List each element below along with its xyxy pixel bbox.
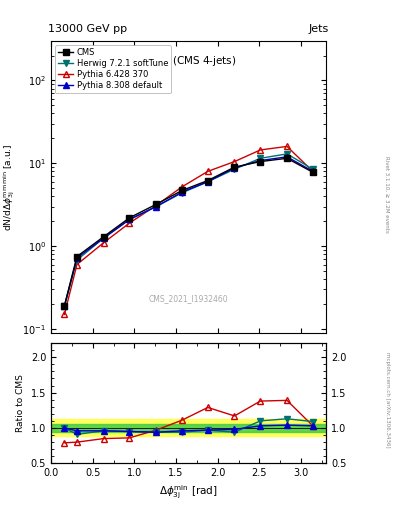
Pythia 6.428 370 <box>232 159 237 165</box>
CMS <box>154 201 158 207</box>
Pythia 8.308 default <box>206 179 210 185</box>
Herwig 7.2.1 softTune <box>232 166 237 172</box>
Pythia 8.308 default <box>180 189 184 195</box>
Herwig 7.2.1 softTune <box>75 257 79 263</box>
CMS <box>180 187 184 194</box>
Herwig 7.2.1 softTune <box>101 235 106 241</box>
Text: 13000 GeV pp: 13000 GeV pp <box>48 24 127 34</box>
Pythia 6.428 370 <box>127 220 132 226</box>
Text: Jets: Jets <box>309 24 329 34</box>
CMS <box>258 159 263 165</box>
CMS <box>285 155 289 161</box>
Pythia 6.428 370 <box>62 311 67 317</box>
Herwig 7.2.1 softTune <box>154 204 158 210</box>
Line: Pythia 8.308 default: Pythia 8.308 default <box>62 154 316 309</box>
Herwig 7.2.1 softTune <box>258 155 263 161</box>
Pythia 6.428 370 <box>258 147 263 153</box>
CMS <box>62 303 67 309</box>
CMS <box>75 253 79 260</box>
Pythia 8.308 default <box>232 165 237 171</box>
Y-axis label: dN/d$\Delta\phi^{\rm mm\,min}_{\rm 3j}$ [a.u.]: dN/d$\Delta\phi^{\rm mm\,min}_{\rm 3j}$ … <box>1 143 17 230</box>
Pythia 6.428 370 <box>75 262 79 268</box>
Legend: CMS, Herwig 7.2.1 softTune, Pythia 6.428 370, Pythia 8.308 default: CMS, Herwig 7.2.1 softTune, Pythia 6.428… <box>55 45 171 93</box>
Text: mcplots.cern.ch [arXiv:1306.3436]: mcplots.cern.ch [arXiv:1306.3436] <box>385 352 389 447</box>
Bar <box>51 424 326 432</box>
Pythia 6.428 370 <box>206 168 210 175</box>
Pythia 6.428 370 <box>180 184 184 190</box>
Herwig 7.2.1 softTune <box>310 166 315 172</box>
Herwig 7.2.1 softTune <box>62 303 67 309</box>
Pythia 6.428 370 <box>101 240 106 246</box>
Pythia 8.308 default <box>62 303 67 309</box>
Text: Rivet 3.1.10, ≥ 3.2M events: Rivet 3.1.10, ≥ 3.2M events <box>385 156 389 233</box>
Pythia 8.308 default <box>258 158 263 164</box>
Text: $\Delta\phi$(jj) (CMS 4-jets): $\Delta\phi$(jj) (CMS 4-jets) <box>141 54 236 68</box>
Pythia 8.308 default <box>127 217 132 223</box>
Pythia 6.428 370 <box>154 202 158 208</box>
Bar <box>51 419 326 436</box>
Herwig 7.2.1 softTune <box>206 179 210 185</box>
Line: Herwig 7.2.1 softTune: Herwig 7.2.1 softTune <box>62 151 316 309</box>
Herwig 7.2.1 softTune <box>127 217 132 223</box>
Pythia 8.308 default <box>285 154 289 160</box>
CMS <box>101 233 106 240</box>
Text: CMS_2021_I1932460: CMS_2021_I1932460 <box>149 294 228 304</box>
CMS <box>127 215 132 221</box>
Line: Pythia 6.428 370: Pythia 6.428 370 <box>61 143 316 318</box>
Y-axis label: Ratio to CMS: Ratio to CMS <box>16 374 25 432</box>
Pythia 8.308 default <box>154 204 158 210</box>
CMS <box>206 178 210 184</box>
CMS <box>310 169 315 175</box>
Herwig 7.2.1 softTune <box>180 190 184 196</box>
Pythia 8.308 default <box>310 168 315 175</box>
Pythia 6.428 370 <box>285 143 289 150</box>
Pythia 8.308 default <box>75 255 79 261</box>
Pythia 6.428 370 <box>310 168 315 175</box>
X-axis label: $\Delta\phi^{\rm min}_{\rm 3j}$ [rad]: $\Delta\phi^{\rm min}_{\rm 3j}$ [rad] <box>160 484 218 501</box>
CMS <box>232 164 237 170</box>
Herwig 7.2.1 softTune <box>285 151 289 157</box>
Pythia 8.308 default <box>101 235 106 241</box>
Line: CMS: CMS <box>62 156 316 309</box>
